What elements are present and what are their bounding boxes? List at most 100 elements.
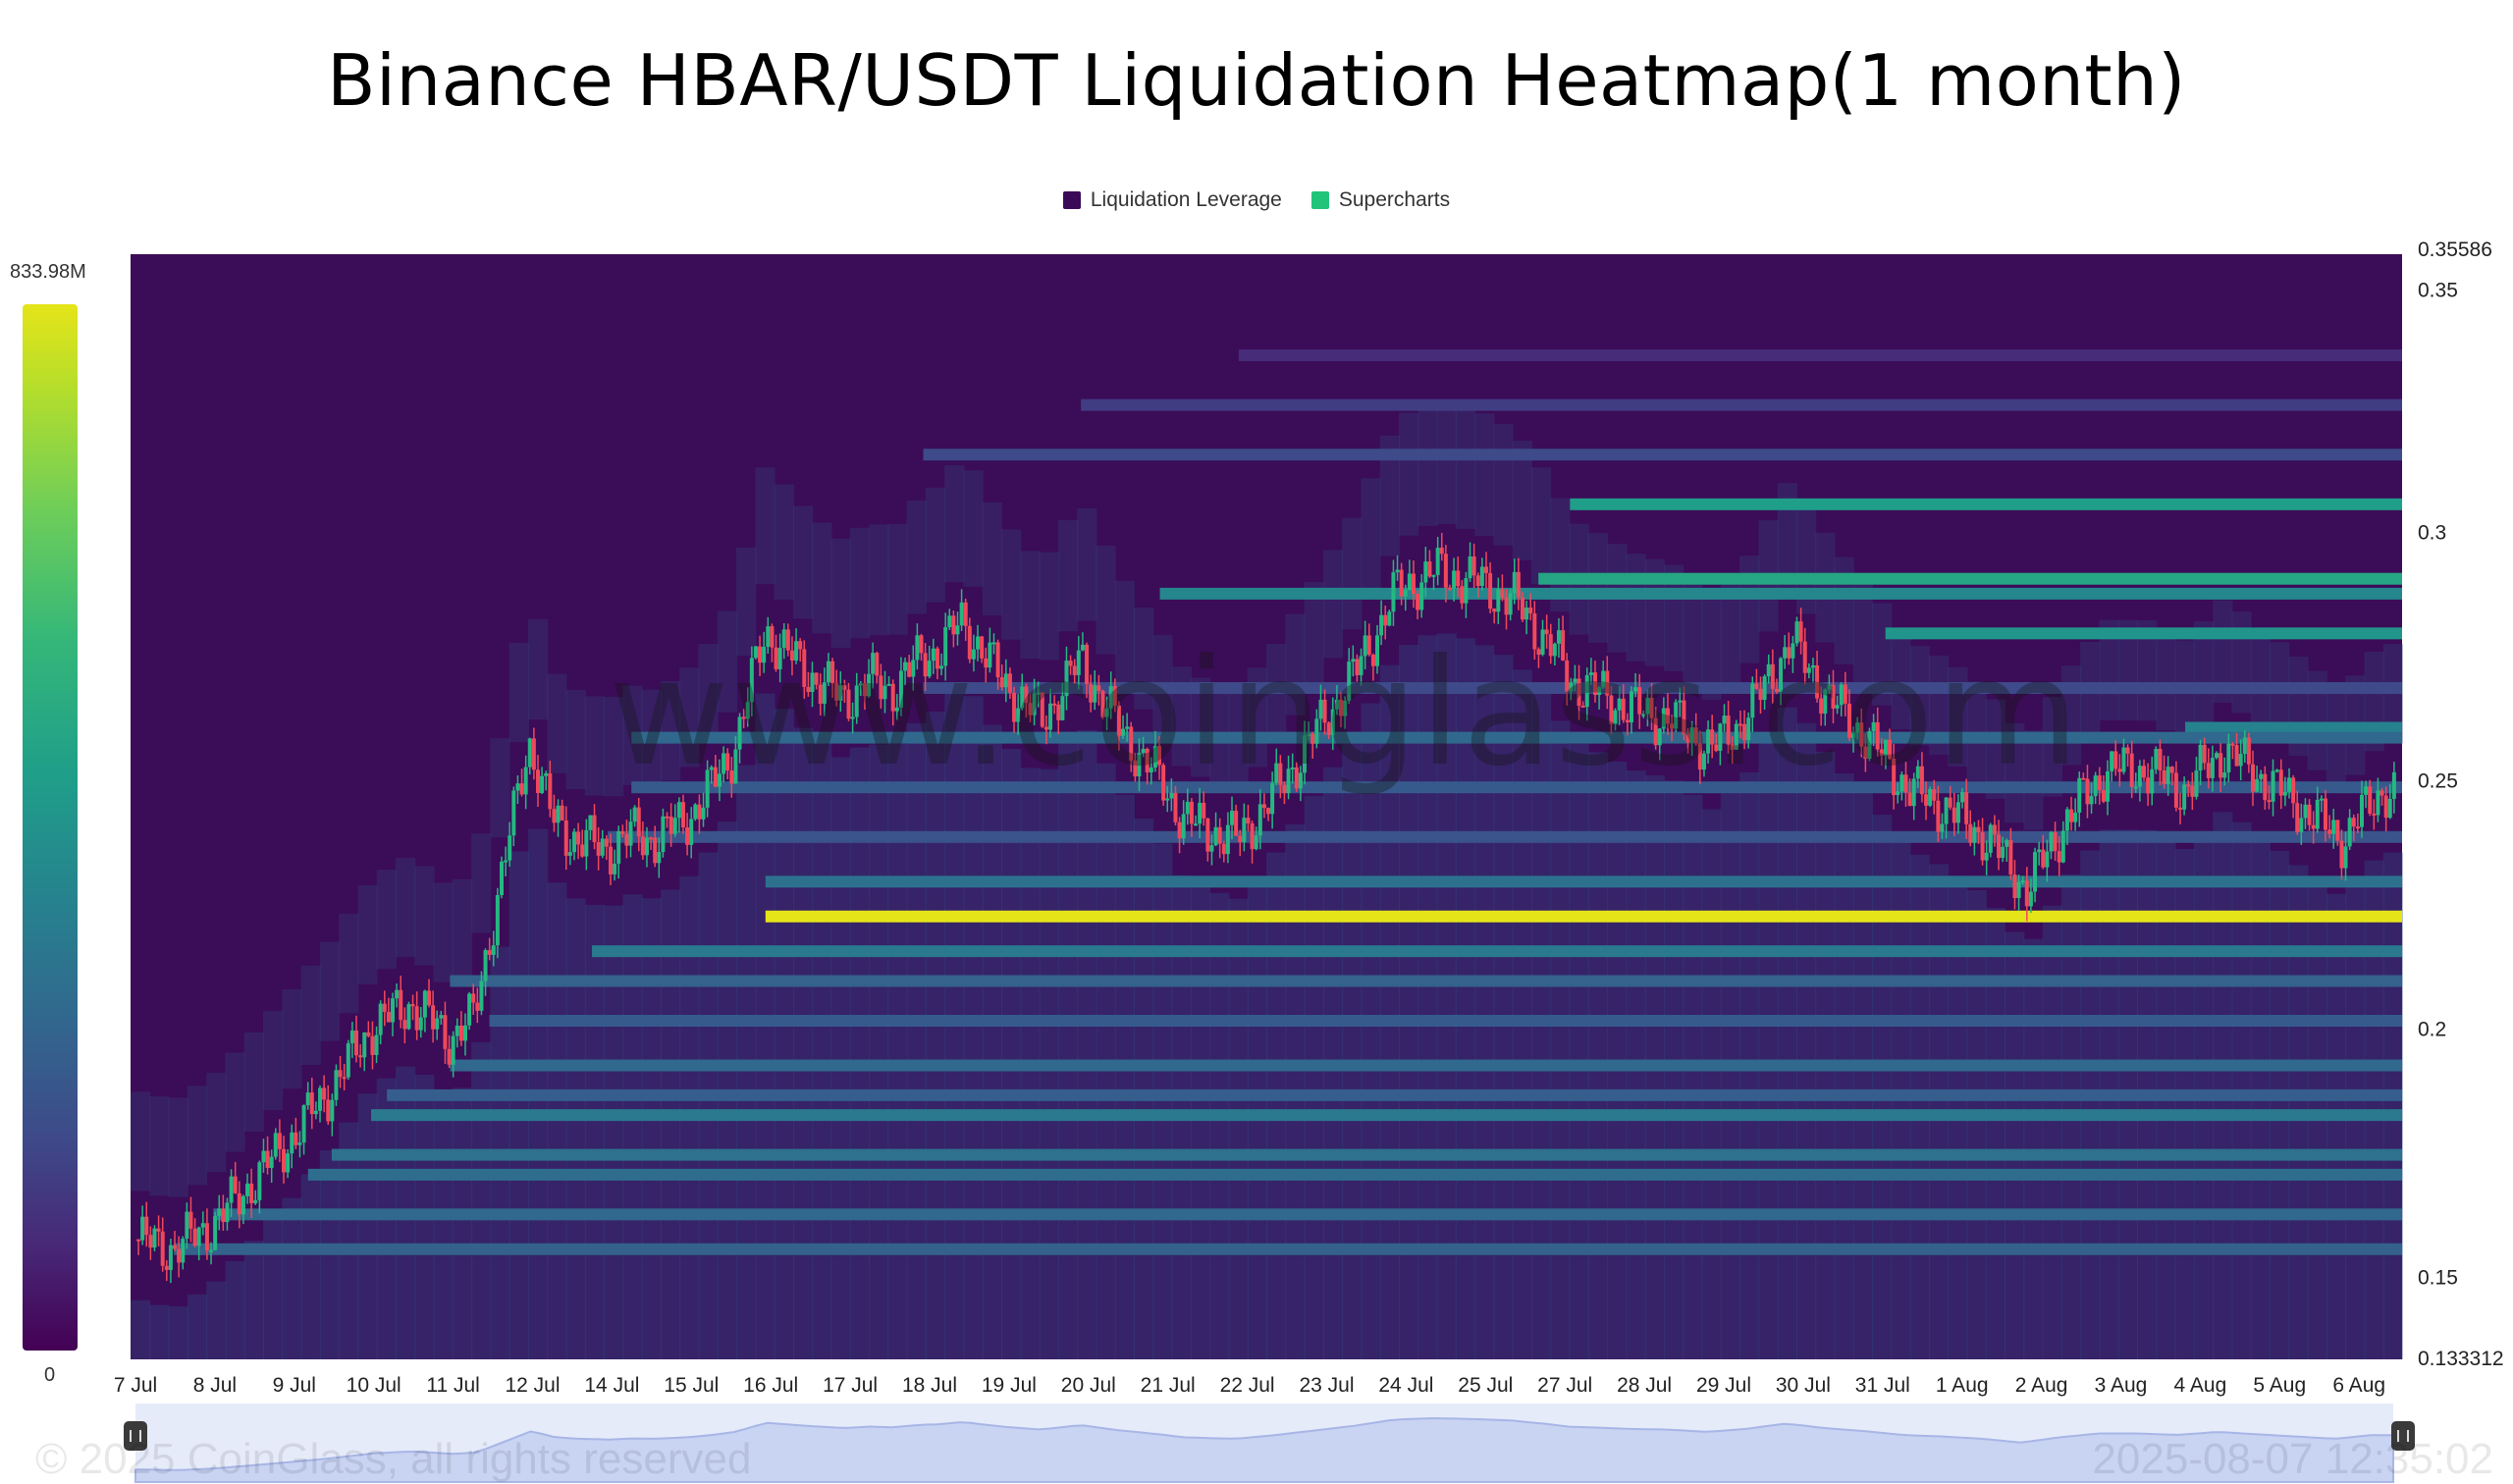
candle-body	[697, 804, 702, 820]
candle-body	[1471, 556, 1476, 576]
candle-body	[1794, 621, 1799, 644]
candle-body	[1653, 717, 1658, 746]
liquidation-level	[2185, 721, 2402, 734]
heat-column-upper	[508, 642, 529, 743]
range-navigator[interactable]	[134, 1404, 2394, 1483]
candle-body	[1169, 792, 1174, 799]
candle-body	[613, 863, 617, 874]
candle-body	[794, 641, 799, 661]
candle-body	[2372, 813, 2377, 816]
candle-body	[1960, 792, 1965, 803]
candle-body	[1774, 688, 1779, 692]
candle-body	[1052, 703, 1057, 706]
x-tick-label: 9 Jul	[273, 1374, 316, 1397]
candle-body	[2093, 775, 2098, 797]
heat-column	[792, 727, 814, 1359]
heat-column	[2174, 849, 2195, 1359]
candle-body	[1024, 686, 1029, 704]
candle-body	[1217, 826, 1222, 844]
candle-body	[1456, 570, 1461, 587]
candle-body	[1972, 826, 1977, 843]
candle-body	[2319, 798, 2324, 801]
candle-body	[1907, 792, 1912, 807]
liquidation-level	[213, 1208, 2403, 1221]
candle-body	[1730, 744, 1735, 750]
candle-body	[1303, 735, 1308, 773]
candle-body	[196, 1227, 201, 1246]
candle-body	[261, 1150, 266, 1163]
navigator-right-handle[interactable]	[2391, 1421, 2415, 1451]
candle-body	[277, 1133, 282, 1149]
heat-column-upper	[2117, 619, 2139, 720]
candle-body	[943, 627, 948, 666]
candle-body	[2271, 770, 2275, 802]
candle-body	[2125, 747, 2130, 754]
candle-body	[1802, 641, 1807, 673]
candle-body	[2278, 769, 2283, 796]
candle-body	[1257, 804, 1262, 836]
navigator-left-handle[interactable]	[124, 1421, 147, 1451]
candle-body	[1516, 571, 1521, 598]
candle-body	[1205, 818, 1210, 852]
candle-body	[1056, 704, 1061, 720]
candle-body	[443, 1015, 448, 1049]
candle-body	[871, 653, 876, 674]
heat-column-upper	[376, 870, 397, 970]
candle-body	[2387, 798, 2392, 819]
candle-body	[753, 646, 758, 659]
candle-body	[1141, 749, 1146, 754]
legend-swatch-liquidation-leverage	[1062, 191, 1081, 209]
heat-column-upper	[1342, 517, 1363, 630]
candle-body	[1479, 566, 1484, 587]
candle-body	[1060, 696, 1065, 720]
heat-column	[584, 904, 606, 1359]
heat-column	[906, 722, 927, 1359]
candle-body	[1835, 705, 1840, 709]
candle-body	[1536, 649, 1541, 655]
candle-body	[1347, 662, 1352, 702]
heat-column	[452, 1087, 473, 1359]
candle-body	[462, 1025, 467, 1041]
heat-column-upper	[1530, 467, 1552, 585]
x-tick-label: 24 Jul	[1378, 1374, 1433, 1397]
candle-body	[1569, 682, 1574, 692]
candle-body	[386, 1011, 391, 1023]
candle-body	[890, 683, 895, 712]
candle-body	[939, 665, 944, 669]
candle-body	[294, 1132, 298, 1145]
candle-body	[1746, 717, 1751, 741]
x-tick-label: 17 Jul	[823, 1374, 878, 1397]
candle-body	[818, 684, 823, 704]
heat-column	[2326, 893, 2347, 1359]
candle-body	[1093, 685, 1097, 703]
candle-body	[1085, 644, 1090, 685]
candle-body	[1915, 766, 1920, 779]
candle-body	[737, 716, 742, 750]
heat-column-upper	[963, 470, 984, 587]
legend-item-liquidation-leverage[interactable]: Liquidation Leverage	[1062, 188, 1282, 212]
candle-body	[834, 682, 839, 701]
heat-column	[1266, 852, 1287, 1359]
candle-body	[668, 817, 673, 834]
candle-body	[370, 1035, 375, 1055]
heat-column-upper	[206, 1073, 227, 1173]
candle-body	[2173, 772, 2178, 808]
candle-body	[1601, 670, 1606, 688]
candle-body	[1851, 732, 1856, 738]
heat-column	[1152, 843, 1173, 1359]
candle-body	[217, 1208, 222, 1216]
legend-item-supercharts[interactable]: Supercharts	[1310, 188, 1450, 212]
liquidation-level	[450, 975, 2402, 987]
heat-column-upper	[339, 914, 359, 1014]
candle-body	[2311, 824, 2316, 829]
candle-body	[2282, 791, 2287, 796]
candle-body	[2190, 785, 2195, 797]
x-tick-label: 14 Jul	[584, 1374, 639, 1397]
chart-title: Binance HBAR/USDT Liquidation Heatmap(1 …	[327, 39, 2186, 122]
candle-body	[1621, 698, 1626, 720]
candle-body	[435, 1018, 440, 1030]
x-tick-label: 11 Jul	[426, 1374, 479, 1397]
candle-body	[2364, 786, 2369, 795]
candle-body	[894, 707, 899, 712]
